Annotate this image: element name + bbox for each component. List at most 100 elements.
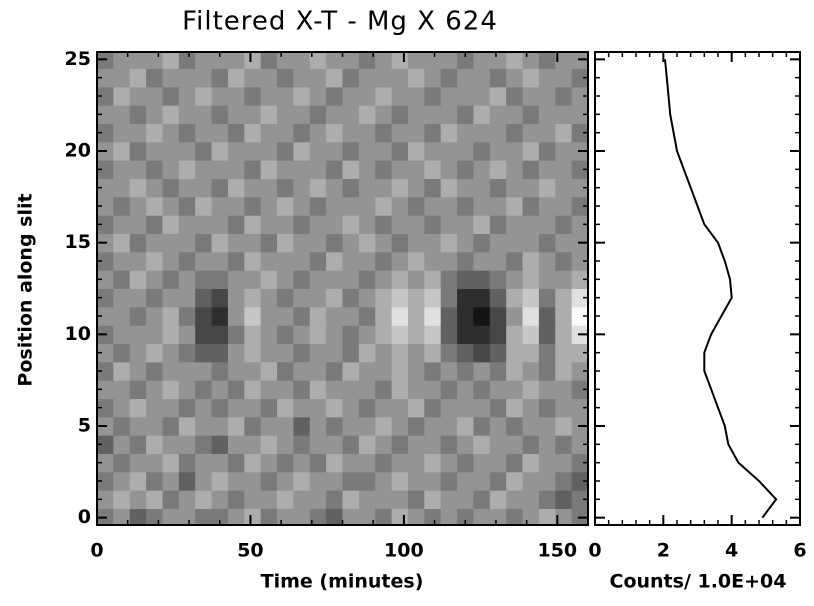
heatmap-cell	[326, 508, 343, 525]
heatmap-cell	[260, 160, 278, 179]
heatmap-cell	[407, 361, 425, 381]
heatmap-cell	[227, 380, 245, 399]
heatmap-cell	[424, 251, 442, 271]
heatmap-cell	[538, 178, 556, 198]
heatmap-cell	[146, 471, 163, 491]
heatmap-cell	[97, 215, 114, 234]
heatmap-cell	[211, 288, 229, 308]
heatmap-cell	[260, 435, 278, 454]
heatmap-cell	[489, 52, 507, 69]
heatmap-cell	[571, 178, 588, 198]
heatmap-cell	[358, 435, 376, 454]
heatmap-cell	[227, 398, 245, 418]
heatmap-cell	[555, 435, 573, 454]
heatmap-cell	[326, 233, 343, 253]
y-tick-label: 0	[78, 506, 91, 528]
heatmap-cell	[457, 398, 474, 418]
heatmap-cell	[146, 361, 163, 381]
heatmap-cell	[457, 141, 474, 161]
x-axis-label: Counts/ 1.0E+04	[610, 571, 787, 593]
heatmap-cell	[407, 68, 425, 88]
heatmap-cell	[195, 343, 213, 363]
heatmap-cell	[440, 196, 458, 216]
heatmap-cell	[97, 471, 114, 491]
heatmap-cell	[326, 361, 343, 381]
heatmap-cell	[391, 270, 409, 289]
heatmap-cell	[326, 398, 343, 418]
heatmap-cell	[227, 270, 245, 289]
heatmap-cell	[489, 490, 507, 509]
heatmap-cell	[293, 215, 311, 234]
heatmap-cell	[211, 178, 229, 198]
heatmap-cell	[522, 105, 540, 124]
heatmap-cell	[129, 306, 147, 326]
heatmap-cell	[440, 306, 458, 326]
heatmap-cell	[391, 490, 409, 509]
heatmap-cell	[473, 343, 491, 363]
x-tick-label: 4	[725, 540, 738, 562]
heatmap-cell	[555, 178, 573, 198]
heatmap-cell	[407, 196, 425, 216]
heatmap-cell	[555, 270, 573, 289]
heatmap-cell	[358, 68, 376, 88]
heatmap-cell	[326, 215, 343, 234]
x-tick-label: 2	[657, 540, 670, 562]
heatmap-cell	[440, 86, 458, 106]
heatmap-cell	[522, 380, 540, 399]
heatmap-cell	[195, 233, 213, 253]
heatmap-cell	[473, 86, 491, 106]
heatmap-cell	[571, 490, 588, 509]
heatmap-cell	[113, 325, 131, 344]
heatmap-cell	[195, 86, 213, 106]
heatmap-cell	[473, 306, 491, 326]
heatmap-cell	[146, 325, 163, 344]
heatmap-cell	[538, 105, 556, 124]
heatmap-cell	[555, 361, 573, 381]
heatmap-cell	[211, 196, 229, 216]
heatmap-cell	[227, 215, 245, 234]
heatmap-cell	[440, 68, 458, 88]
heatmap-cell	[473, 490, 491, 509]
heatmap-cell	[538, 325, 556, 344]
heatmap-cell	[162, 306, 180, 326]
heatmap-cell	[178, 306, 196, 326]
heatmap-cell	[162, 160, 180, 179]
heatmap-cell	[326, 68, 343, 88]
heatmap-cell	[358, 398, 376, 418]
heatmap-cell	[538, 343, 556, 363]
heatmap-cell	[555, 508, 573, 525]
heatmap-cell	[522, 178, 540, 198]
heatmap-cell	[440, 288, 458, 308]
heatmap-cell	[178, 141, 196, 161]
heatmap-cell	[97, 270, 114, 289]
heatmap-cell	[244, 215, 262, 234]
heatmap-cell	[326, 435, 343, 454]
heatmap-cell	[178, 343, 196, 363]
heatmap-cell	[391, 380, 409, 399]
heatmap-cell	[489, 251, 507, 271]
heatmap-cell	[227, 233, 245, 253]
heatmap-cell	[506, 52, 524, 69]
heatmap-cell	[195, 123, 213, 143]
heatmap-cell	[522, 288, 540, 308]
heatmap-cell	[571, 288, 588, 308]
heatmap-cell	[342, 361, 360, 381]
heatmap-cell	[538, 233, 556, 253]
heatmap-cell	[227, 306, 245, 326]
heatmap-cell	[309, 361, 327, 381]
heatmap-cell	[178, 325, 196, 344]
heatmap-cell	[244, 471, 262, 491]
heatmap-cell	[440, 453, 458, 473]
heatmap-cell	[342, 306, 360, 326]
heatmap-cell	[538, 141, 556, 161]
heatmap-cell	[555, 490, 573, 509]
heatmap-cell	[309, 270, 327, 289]
heatmap-cell	[407, 270, 425, 289]
heatmap-cell	[391, 361, 409, 381]
heatmap-cell	[391, 471, 409, 491]
heatmap-cell	[342, 215, 360, 234]
heatmap-cell	[391, 306, 409, 326]
heatmap-cell	[309, 306, 327, 326]
heatmap-cell	[211, 251, 229, 271]
heatmap-cell	[211, 435, 229, 454]
